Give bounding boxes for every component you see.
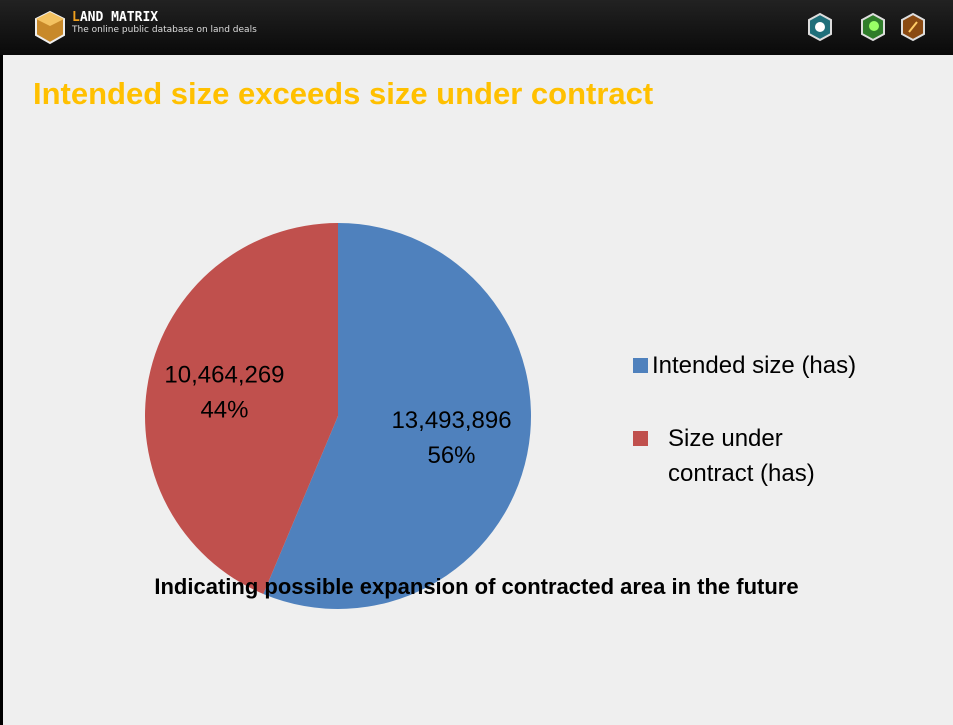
percent-label: 56% [427,442,475,469]
header-bar: LAND MATRIX The online public database o… [0,0,953,55]
icon-button[interactable] [901,12,925,42]
slide-title: Intended size exceeds size under contrac… [33,76,654,111]
value-label: 10,464,269 [164,361,284,388]
tagline: The online public database on land deals [72,25,257,35]
legend-swatch [633,431,648,446]
pie-slice [263,223,531,609]
percent-label: 44% [200,396,248,423]
legend-swatch [633,358,648,373]
footer-note: Indicating possible expansion of contrac… [154,574,799,599]
legend-label: Intended size (has) [652,352,857,379]
value-label: 13,493,896 [391,407,511,434]
icon-button[interactable] [861,12,885,42]
legend-label: Size under contract (has) [668,425,815,487]
pie-slice [144,223,338,594]
brand: LAND MATRIX [72,10,159,25]
logo [35,10,65,45]
toolbar-icons [808,12,925,42]
icon-button[interactable] [808,12,832,42]
